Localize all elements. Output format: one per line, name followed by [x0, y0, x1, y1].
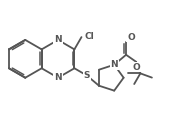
Text: O: O: [132, 63, 140, 72]
Text: N: N: [54, 35, 62, 44]
Text: N: N: [54, 73, 62, 82]
Text: O: O: [127, 33, 135, 42]
Text: N: N: [110, 60, 118, 69]
Text: S: S: [83, 71, 90, 80]
Text: Cl: Cl: [84, 32, 94, 41]
